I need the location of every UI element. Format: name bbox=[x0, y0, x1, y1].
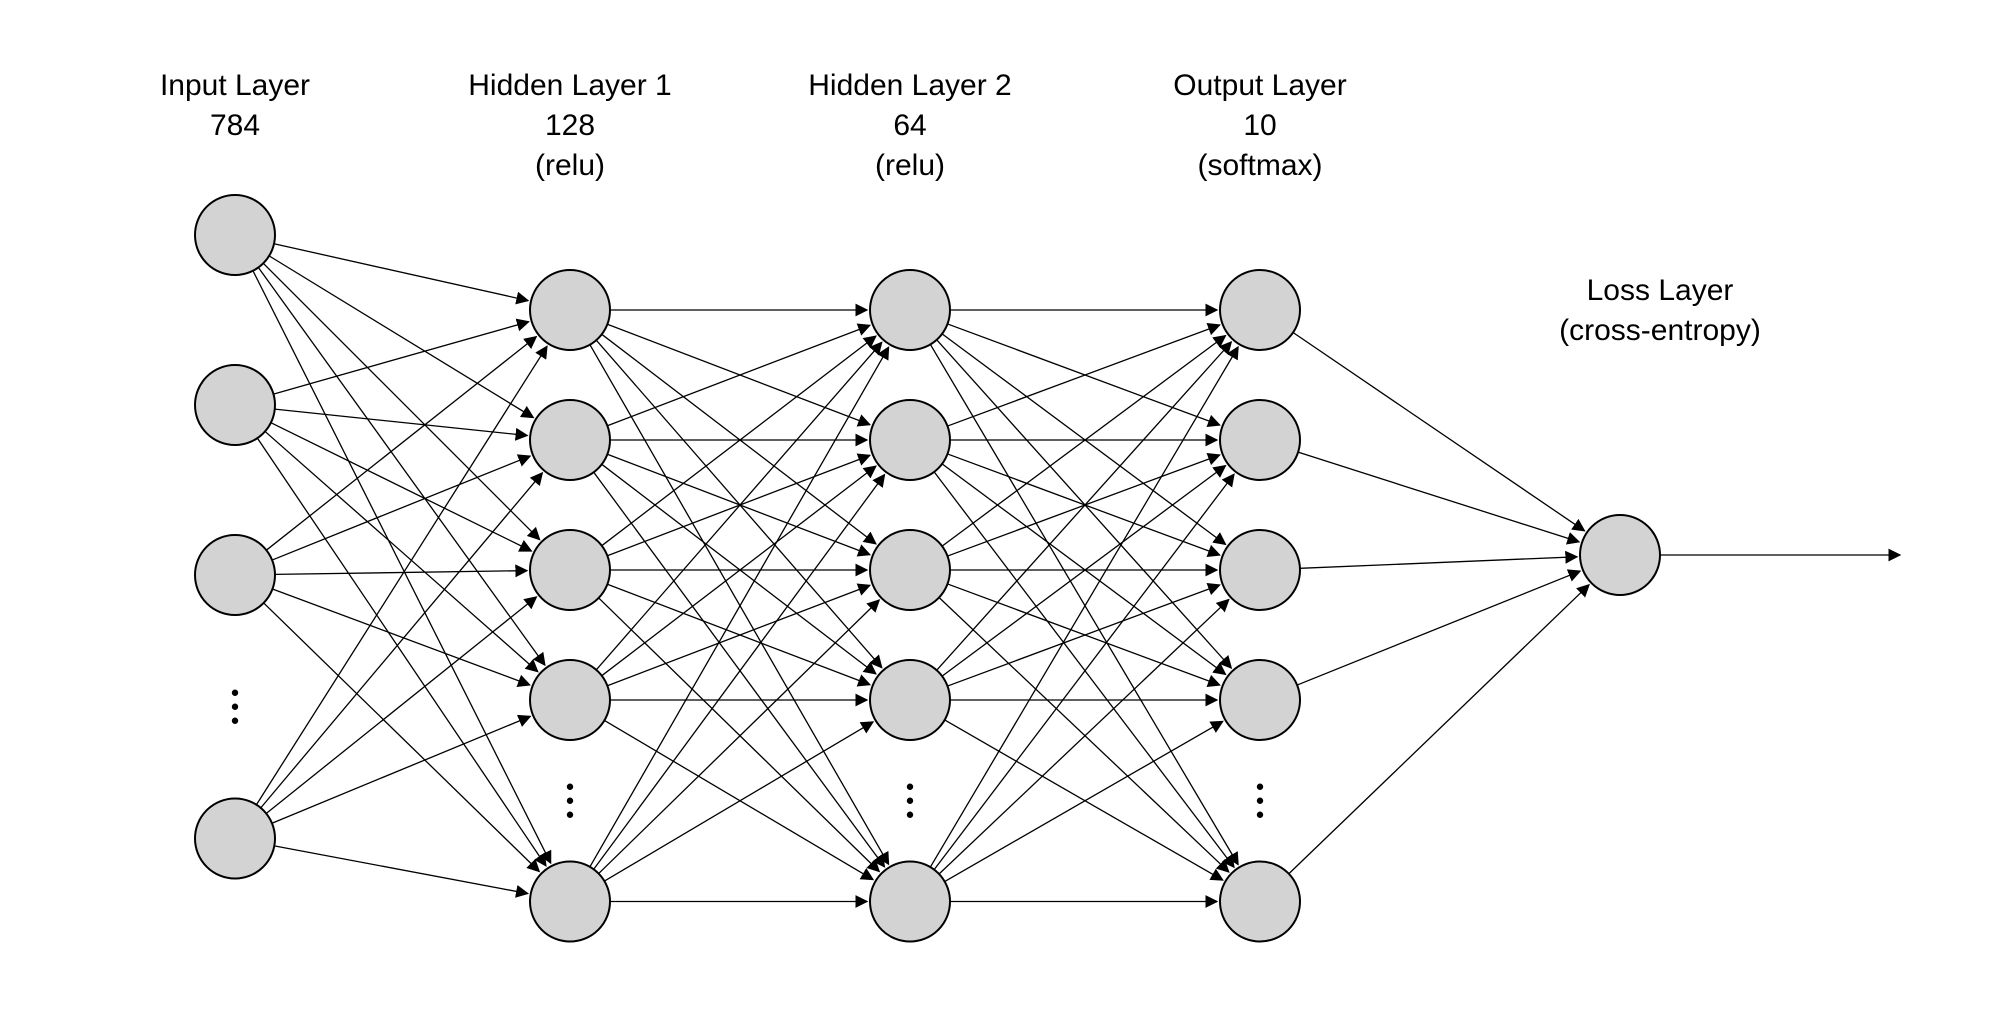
ellipsis-dot bbox=[1257, 798, 1263, 804]
hidden1-subtitle: 128 bbox=[545, 109, 595, 142]
ellipsis-dot bbox=[232, 718, 238, 724]
edge bbox=[599, 600, 880, 874]
edge bbox=[947, 324, 1219, 425]
edge bbox=[1298, 452, 1579, 542]
edge bbox=[947, 325, 1219, 426]
edge bbox=[1297, 571, 1580, 685]
edge bbox=[596, 340, 881, 667]
input-node bbox=[195, 365, 275, 445]
edge bbox=[939, 600, 1229, 874]
edge bbox=[607, 585, 869, 685]
edge bbox=[947, 454, 1219, 555]
edge bbox=[263, 263, 539, 539]
edge bbox=[272, 589, 529, 685]
edge bbox=[607, 454, 869, 554]
edge bbox=[265, 431, 538, 671]
edge bbox=[937, 342, 1232, 670]
ellipsis-dot bbox=[232, 690, 238, 696]
input-title: Input Layer bbox=[160, 69, 310, 102]
output-node bbox=[1220, 270, 1300, 350]
hidden1-activation: (relu) bbox=[535, 149, 605, 182]
hidden1-node bbox=[530, 270, 610, 350]
output-node bbox=[1220, 530, 1300, 610]
hidden2-node bbox=[870, 270, 950, 350]
hidden1-node bbox=[530, 660, 610, 740]
output-subtitle: 10 bbox=[1243, 109, 1276, 142]
edge bbox=[275, 571, 527, 575]
hidden1-title: Hidden Layer 1 bbox=[468, 69, 671, 102]
edge bbox=[272, 716, 530, 823]
edge bbox=[939, 598, 1229, 872]
hidden2-node bbox=[870, 862, 950, 942]
hidden2-node bbox=[870, 660, 950, 740]
edge bbox=[937, 340, 1232, 668]
hidden1-node bbox=[530, 400, 610, 480]
hidden2-node bbox=[870, 400, 950, 480]
edge bbox=[1300, 557, 1577, 569]
edge bbox=[273, 322, 528, 394]
ellipsis-dot bbox=[907, 784, 913, 790]
edge bbox=[266, 337, 536, 551]
edge bbox=[602, 334, 876, 544]
ellipsis-dot bbox=[907, 812, 913, 818]
ellipsis-dot bbox=[232, 704, 238, 710]
input-node bbox=[195, 799, 275, 879]
output-node bbox=[1220, 862, 1300, 942]
input-subtitle: 784 bbox=[210, 109, 260, 142]
edge bbox=[930, 347, 1238, 867]
edge bbox=[264, 603, 540, 872]
edge bbox=[590, 345, 889, 865]
edge bbox=[256, 346, 547, 804]
edge bbox=[607, 325, 869, 425]
output-node bbox=[1220, 660, 1300, 740]
loss-subtitle: (cross-entropy) bbox=[1559, 314, 1761, 347]
edge bbox=[274, 846, 527, 894]
edge bbox=[599, 598, 880, 872]
edge bbox=[930, 344, 1238, 864]
edge bbox=[947, 585, 1219, 686]
hidden1-node bbox=[530, 530, 610, 610]
edge bbox=[596, 342, 881, 669]
input-node bbox=[195, 535, 275, 615]
ellipsis-dot bbox=[1257, 784, 1263, 790]
hidden2-activation: (relu) bbox=[875, 149, 945, 182]
edge bbox=[253, 271, 551, 863]
edge bbox=[604, 722, 873, 881]
edge bbox=[258, 267, 544, 665]
edge bbox=[594, 475, 885, 870]
edge bbox=[275, 409, 527, 435]
ellipsis-dot bbox=[907, 798, 913, 804]
edge bbox=[1293, 333, 1584, 531]
output-activation: (softmax) bbox=[1197, 149, 1322, 182]
loss-node bbox=[1580, 515, 1660, 595]
edge bbox=[934, 472, 1234, 867]
hidden2-node bbox=[870, 530, 950, 610]
hidden2-subtitle: 64 bbox=[893, 109, 926, 142]
hidden2-title: Hidden Layer 2 bbox=[808, 69, 1011, 102]
edge bbox=[607, 324, 869, 424]
input-node bbox=[195, 195, 275, 275]
ellipsis-dot bbox=[567, 784, 573, 790]
edge bbox=[947, 455, 1219, 556]
edge bbox=[934, 474, 1234, 869]
edge bbox=[594, 472, 885, 867]
hidden1-node bbox=[530, 862, 610, 942]
edge bbox=[942, 466, 1225, 677]
ellipsis-dot bbox=[1257, 812, 1263, 818]
ellipsis-dot bbox=[567, 798, 573, 804]
ellipsis-dot bbox=[567, 812, 573, 818]
loss-title: Loss Layer bbox=[1587, 274, 1734, 307]
edge bbox=[602, 464, 876, 674]
output-title: Output Layer bbox=[1173, 69, 1346, 102]
edge bbox=[590, 347, 889, 867]
output-node bbox=[1220, 400, 1300, 480]
edge bbox=[266, 597, 536, 814]
edge bbox=[607, 455, 869, 555]
edge bbox=[274, 244, 528, 301]
